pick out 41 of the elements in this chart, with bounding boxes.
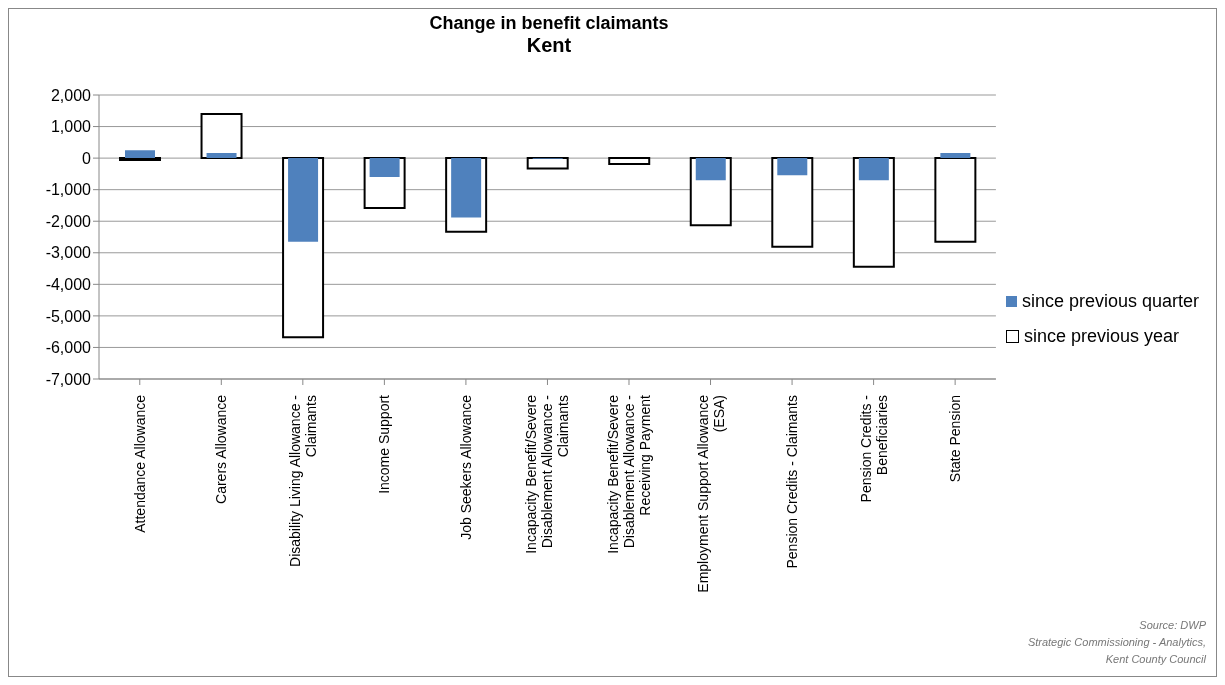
y-tick-label: 2,000 [50,86,92,104]
y-tick-label: 0 [82,149,92,167]
chart-subtitle: Kent [525,34,573,57]
x-tick-label: Carers Allowance [213,394,230,504]
legend-label: since previous year [1023,326,1179,347]
bar [369,158,400,178]
x-tick-label: Attendance Allowance [131,394,148,533]
bar [940,153,971,159]
bar [288,158,319,242]
x-tick-label: Employment Support Allowance (ESA) [694,394,727,593]
y-tick-label: 1,000 [50,118,92,136]
bar [200,112,243,160]
x-tick-label: Job Seekers Allowance [457,394,474,540]
bar [206,153,237,159]
x-tick-label: Incapacity Benefit/Severe Disablement Allowance - Claimants [523,394,572,554]
x-tick-label: State Pension [947,395,964,483]
bar [526,157,569,170]
y-tick-label: -4,000 [45,276,92,294]
text: Kent County Council [1104,652,1206,667]
text: Strategic Commissioning - Analytics, [1027,635,1206,650]
y-tick-label: -6,000 [45,339,92,357]
bar [695,158,726,181]
x-tick-label: Incapacity Benefit/Severe Disablement Allowance - Receiving Payment [604,394,653,554]
y-tick-label: -5,000 [45,307,92,325]
x-tick-label: Income Support [376,394,393,494]
bar [125,150,155,159]
bar [451,158,482,218]
chart-title: Change in benefit claimants [428,13,670,34]
bar [608,157,651,166]
y-tick-label: -1,000 [45,181,92,199]
legend-label: since previous quarter [1021,291,1199,312]
bar [934,157,977,243]
x-tick-label: Pension Credits - Claimants [784,395,801,569]
y-tick-label: -7,000 [45,370,92,388]
y-tick-label: -3,000 [45,244,92,262]
x-tick-label: Pension Credits - Beneficiaries [857,394,890,503]
source-note: Source: DWP [1138,618,1206,633]
x-tick-label: Disability Living Allowance - Claimants [286,394,319,567]
bar [777,158,808,176]
bar [858,158,889,181]
y-tick-label: -2,000 [45,212,92,230]
